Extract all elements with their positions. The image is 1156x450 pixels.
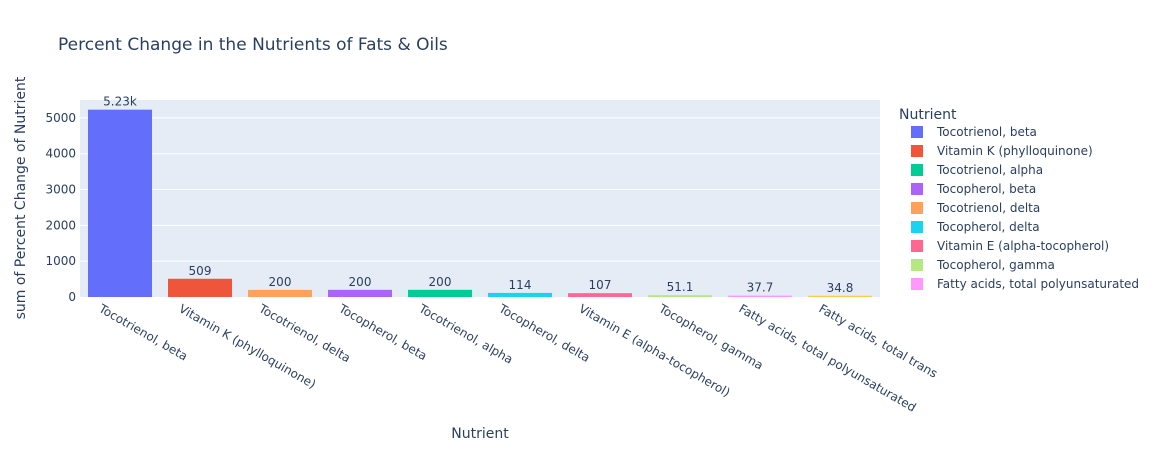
y-tick-label: 3000 (45, 183, 76, 197)
legend-swatch (911, 164, 923, 176)
y-tick-label: 2000 (45, 218, 76, 232)
legend-swatch (911, 202, 923, 214)
legend-item[interactable]: Tocotrienol, alpha (911, 163, 1043, 177)
legend-swatch (911, 145, 923, 157)
legend-label: Tocopherol, beta (936, 182, 1036, 196)
y-tick-labels: 0 1000 2000 3000 4000 5000 (45, 111, 76, 304)
bar[interactable] (168, 278, 232, 297)
data-label: 107 (589, 278, 612, 292)
y-axis-label: sum of Percent Change of Nutrient (13, 76, 29, 319)
bar[interactable] (408, 289, 472, 297)
legend-swatch (911, 278, 923, 290)
legend-swatch (911, 259, 923, 271)
bar[interactable] (808, 295, 872, 297)
legend-item[interactable]: Vitamin E (alpha-tocopherol) (911, 239, 1109, 253)
legend-label: Tocotrienol, alpha (936, 163, 1043, 177)
bar[interactable] (88, 109, 152, 298)
chart-title: Percent Change in the Nutrients of Fats … (58, 35, 448, 55)
bar[interactable] (248, 289, 312, 297)
data-labels: 5.23k 509 200 200 200 114 107 51.1 37.7 34.8 (103, 95, 853, 295)
legend-item[interactable]: Tocotrienol, delta (911, 201, 1040, 215)
legend-title: Nutrient (899, 107, 957, 123)
legend-item[interactable]: Tocotrienol, beta (911, 125, 1037, 139)
data-label: 37.7 (747, 281, 774, 295)
y-tick-label: 4000 (45, 147, 76, 161)
bar[interactable] (648, 295, 712, 297)
legend-label: Tocotrienol, beta (936, 125, 1037, 139)
bar[interactable] (328, 289, 392, 297)
legend-swatch (911, 126, 923, 138)
legend-label: Fatty acids, total polyunsaturated (937, 277, 1139, 291)
bars (88, 109, 872, 298)
legend-label: Tocopherol, gamma (936, 258, 1055, 272)
x-tick-label: Vitamin K (phylloquinone) (177, 301, 319, 391)
legend-swatch (911, 221, 923, 233)
x-axis-label: Nutrient (451, 426, 509, 442)
legend-label: Tocopherol, delta (936, 220, 1040, 234)
y-tick-label: 0 (68, 290, 76, 304)
data-label: 200 (349, 275, 372, 289)
data-label: 5.23k (103, 95, 137, 109)
data-label: 114 (509, 278, 532, 292)
legend-item[interactable]: Tocopherol, beta (911, 182, 1036, 196)
legend-label: Vitamin E (alpha-tocopherol) (937, 239, 1109, 253)
legend-label: Vitamin K (phylloquinone) (937, 144, 1093, 158)
data-label: 51.1 (667, 280, 694, 294)
gridlines (80, 117, 880, 262)
data-label: 200 (429, 275, 452, 289)
data-label: 34.8 (827, 281, 854, 295)
legend-item[interactable]: Vitamin K (phylloquinone) (911, 144, 1093, 158)
legend-item[interactable]: Tocopherol, delta (911, 220, 1040, 234)
y-tick-label: 5000 (45, 111, 76, 125)
legend-label: Tocotrienol, delta (936, 201, 1040, 215)
legend-item[interactable]: Fatty acids, total polyunsaturated (911, 277, 1139, 291)
y-tick-label: 1000 (45, 254, 76, 268)
x-tick-label: Tocotrienol, beta (96, 301, 190, 364)
bar[interactable] (488, 292, 552, 297)
data-label: 200 (269, 275, 292, 289)
legend-item[interactable]: Tocopherol, gamma (911, 258, 1055, 272)
data-label: 509 (189, 264, 212, 278)
legend-swatch (911, 240, 923, 252)
legend-swatch (911, 183, 923, 195)
bar[interactable] (728, 295, 792, 297)
bar[interactable] (568, 293, 632, 297)
x-tick-label: Vitamin E (alpha-tocopherol) (577, 301, 733, 399)
legend: Nutrient Tocotrienol, beta Vitamin K (phy… (899, 107, 1139, 291)
plot-background (80, 100, 880, 297)
